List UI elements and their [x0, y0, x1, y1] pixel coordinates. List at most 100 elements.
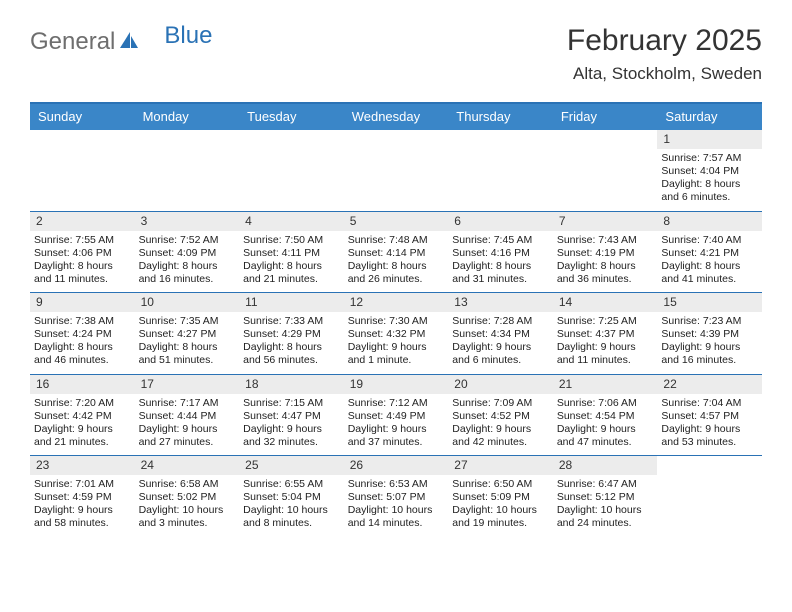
sunset-line: Sunset: 4:42 PM: [34, 410, 131, 423]
day-number: 18: [239, 375, 344, 394]
day-number: 11: [239, 293, 344, 312]
day-number: 24: [135, 456, 240, 475]
sunset-line: Sunset: 4:16 PM: [452, 247, 549, 260]
day-cell: [657, 456, 762, 537]
day-cell: 16Sunrise: 7:20 AMSunset: 4:42 PMDayligh…: [30, 375, 135, 456]
sunset-line: Sunset: 4:04 PM: [661, 165, 758, 178]
calendar: SundayMondayTuesdayWednesdayThursdayFrid…: [30, 102, 762, 537]
sunset-line: Sunset: 4:19 PM: [557, 247, 654, 260]
sunset-line: Sunset: 5:12 PM: [557, 491, 654, 504]
daylight-line: Daylight: 10 hours and 8 minutes.: [243, 504, 340, 530]
day-cell: 23 Sunrise: 7:01 AMSunset: 4:59 PMDayligh…: [30, 456, 135, 537]
sunrise-line: Sunrise: 7:04 AM: [661, 397, 758, 410]
day-cell: 8Sunrise: 7:40 AMSunset: 4:21 PMDaylight…: [657, 212, 762, 293]
day-cell: 9Sunrise: 7:38 AMSunset: 4:24 PMDaylight…: [30, 293, 135, 374]
daylight-line: Daylight: 8 hours and 56 minutes.: [243, 341, 340, 367]
sunset-line: Sunset: 4:59 PM: [34, 491, 131, 504]
day-number: [30, 130, 135, 149]
day-cell: [135, 130, 240, 211]
weekday-header: Tuesday: [239, 104, 344, 130]
day-cell: 1Sunrise: 7:57 AMSunset: 4:04 PMDaylight…: [657, 130, 762, 211]
day-cell: 28Sunrise: 6:47 AMSunset: 5:12 PMDayligh…: [553, 456, 658, 537]
sunset-line: Sunset: 4:24 PM: [34, 328, 131, 341]
logo: General Blue: [30, 24, 192, 56]
daylight-line: Daylight: 8 hours and 41 minutes.: [661, 260, 758, 286]
day-number: 13: [448, 293, 553, 312]
week-row: 9Sunrise: 7:38 AMSunset: 4:24 PMDaylight…: [30, 293, 762, 375]
title-block: February 2025 Alta, Stockholm, Sweden: [567, 24, 762, 84]
sunset-line: Sunset: 5:02 PM: [139, 491, 236, 504]
header: General Blue February 2025 Alta, Stockho…: [30, 24, 762, 84]
day-cell: 19Sunrise: 7:12 AMSunset: 4:49 PMDayligh…: [344, 375, 449, 456]
day-number: 27: [448, 456, 553, 475]
sunset-line: Sunset: 4:11 PM: [243, 247, 340, 260]
sunset-line: Sunset: 4:52 PM: [452, 410, 549, 423]
day-cell: [553, 130, 658, 211]
day-cell: 26Sunrise: 6:53 AMSunset: 5:07 PMDayligh…: [344, 456, 449, 537]
sunrise-line: Sunrise: 7:15 AM: [243, 397, 340, 410]
day-cell: 25 Sunrise: 6:55 AMSunset: 5:04 PMDayligh…: [239, 456, 344, 537]
day-cell: 5Sunrise: 7:48 AMSunset: 4:14 PMDaylight…: [344, 212, 449, 293]
daylight-line: Daylight: 8 hours and 46 minutes.: [34, 341, 131, 367]
daylight-line: Daylight: 10 hours and 24 minutes.: [557, 504, 654, 530]
week-row: 16Sunrise: 7:20 AMSunset: 4:42 PMDayligh…: [30, 375, 762, 457]
daylight-line: Daylight: 9 hours and 6 minutes.: [452, 341, 549, 367]
sunrise-line: Sunrise: 7:23 AM: [661, 315, 758, 328]
sunrise-line: Sunrise: 7:52 AM: [139, 234, 236, 247]
day-cell: 24Sunrise: 6:58 AMSunset: 5:02 PMDayligh…: [135, 456, 240, 537]
sunrise-line: Sunrise: 7:20 AM: [34, 397, 131, 410]
sunrise-line: Sunrise: 7:01 AM: [34, 478, 131, 491]
day-number: 28: [553, 456, 658, 475]
daylight-line: Daylight: 8 hours and 11 minutes.: [34, 260, 131, 286]
day-cell: 13Sunrise: 7:28 AMSunset: 4:34 PMDayligh…: [448, 293, 553, 374]
sunrise-line: Sunrise: 6:55 AM: [243, 478, 340, 491]
day-number: 10: [135, 293, 240, 312]
sunrise-line: Sunrise: 7:48 AM: [348, 234, 445, 247]
sunset-line: Sunset: 4:34 PM: [452, 328, 549, 341]
weekday-header: Friday: [553, 104, 658, 130]
sunrise-line: Sunrise: 6:50 AM: [452, 478, 549, 491]
day-cell: 11Sunrise: 7:33 AMSunset: 4:29 PMDayligh…: [239, 293, 344, 374]
day-number: [135, 130, 240, 149]
day-number: 25: [239, 456, 344, 475]
day-number: [344, 130, 449, 149]
week-row: 2Sunrise: 7:55 AMSunset: 4:06 PMDaylight…: [30, 212, 762, 294]
weekday-header: Wednesday: [344, 104, 449, 130]
weekday-header: Thursday: [448, 104, 553, 130]
daylight-line: Daylight: 9 hours and 58 minutes.: [34, 504, 131, 530]
sunset-line: Sunset: 5:04 PM: [243, 491, 340, 504]
day-number: 23: [30, 456, 135, 475]
daylight-line: Daylight: 9 hours and 1 minute.: [348, 341, 445, 367]
sunset-line: Sunset: 4:06 PM: [34, 247, 131, 260]
sunrise-line: Sunrise: 7:35 AM: [139, 315, 236, 328]
sunrise-line: Sunrise: 7:17 AM: [139, 397, 236, 410]
sunrise-line: Sunrise: 7:30 AM: [348, 315, 445, 328]
day-number: [657, 456, 762, 475]
sunrise-line: Sunrise: 6:58 AM: [139, 478, 236, 491]
sunrise-line: Sunrise: 6:53 AM: [348, 478, 445, 491]
day-number: [448, 130, 553, 149]
daylight-line: Daylight: 9 hours and 21 minutes.: [34, 423, 131, 449]
daylight-line: Daylight: 9 hours and 42 minutes.: [452, 423, 549, 449]
day-number: 19: [344, 375, 449, 394]
daylight-line: Daylight: 9 hours and 37 minutes.: [348, 423, 445, 449]
weeks-container: 1Sunrise: 7:57 AMSunset: 4:04 PMDaylight…: [30, 130, 762, 537]
day-number: 22: [657, 375, 762, 394]
day-cell: 6Sunrise: 7:45 AMSunset: 4:16 PMDaylight…: [448, 212, 553, 293]
daylight-line: Daylight: 9 hours and 47 minutes.: [557, 423, 654, 449]
sunrise-line: Sunrise: 7:57 AM: [661, 152, 758, 165]
sunset-line: Sunset: 4:09 PM: [139, 247, 236, 260]
sunrise-line: Sunrise: 7:33 AM: [243, 315, 340, 328]
day-cell: 17Sunrise: 7:17 AMSunset: 4:44 PMDayligh…: [135, 375, 240, 456]
sunset-line: Sunset: 4:14 PM: [348, 247, 445, 260]
sunrise-line: Sunrise: 7:43 AM: [557, 234, 654, 247]
daylight-line: Daylight: 9 hours and 32 minutes.: [243, 423, 340, 449]
day-cell: 4Sunrise: 7:50 AMSunset: 4:11 PMDaylight…: [239, 212, 344, 293]
day-cell: 21Sunrise: 7:06 AMSunset: 4:54 PMDayligh…: [553, 375, 658, 456]
sunset-line: Sunset: 4:37 PM: [557, 328, 654, 341]
day-cell: 14Sunrise: 7:25 AMSunset: 4:37 PMDayligh…: [553, 293, 658, 374]
weekday-header: Sunday: [30, 104, 135, 130]
day-number: 14: [553, 293, 658, 312]
day-number: [553, 130, 658, 149]
sunset-line: Sunset: 5:07 PM: [348, 491, 445, 504]
